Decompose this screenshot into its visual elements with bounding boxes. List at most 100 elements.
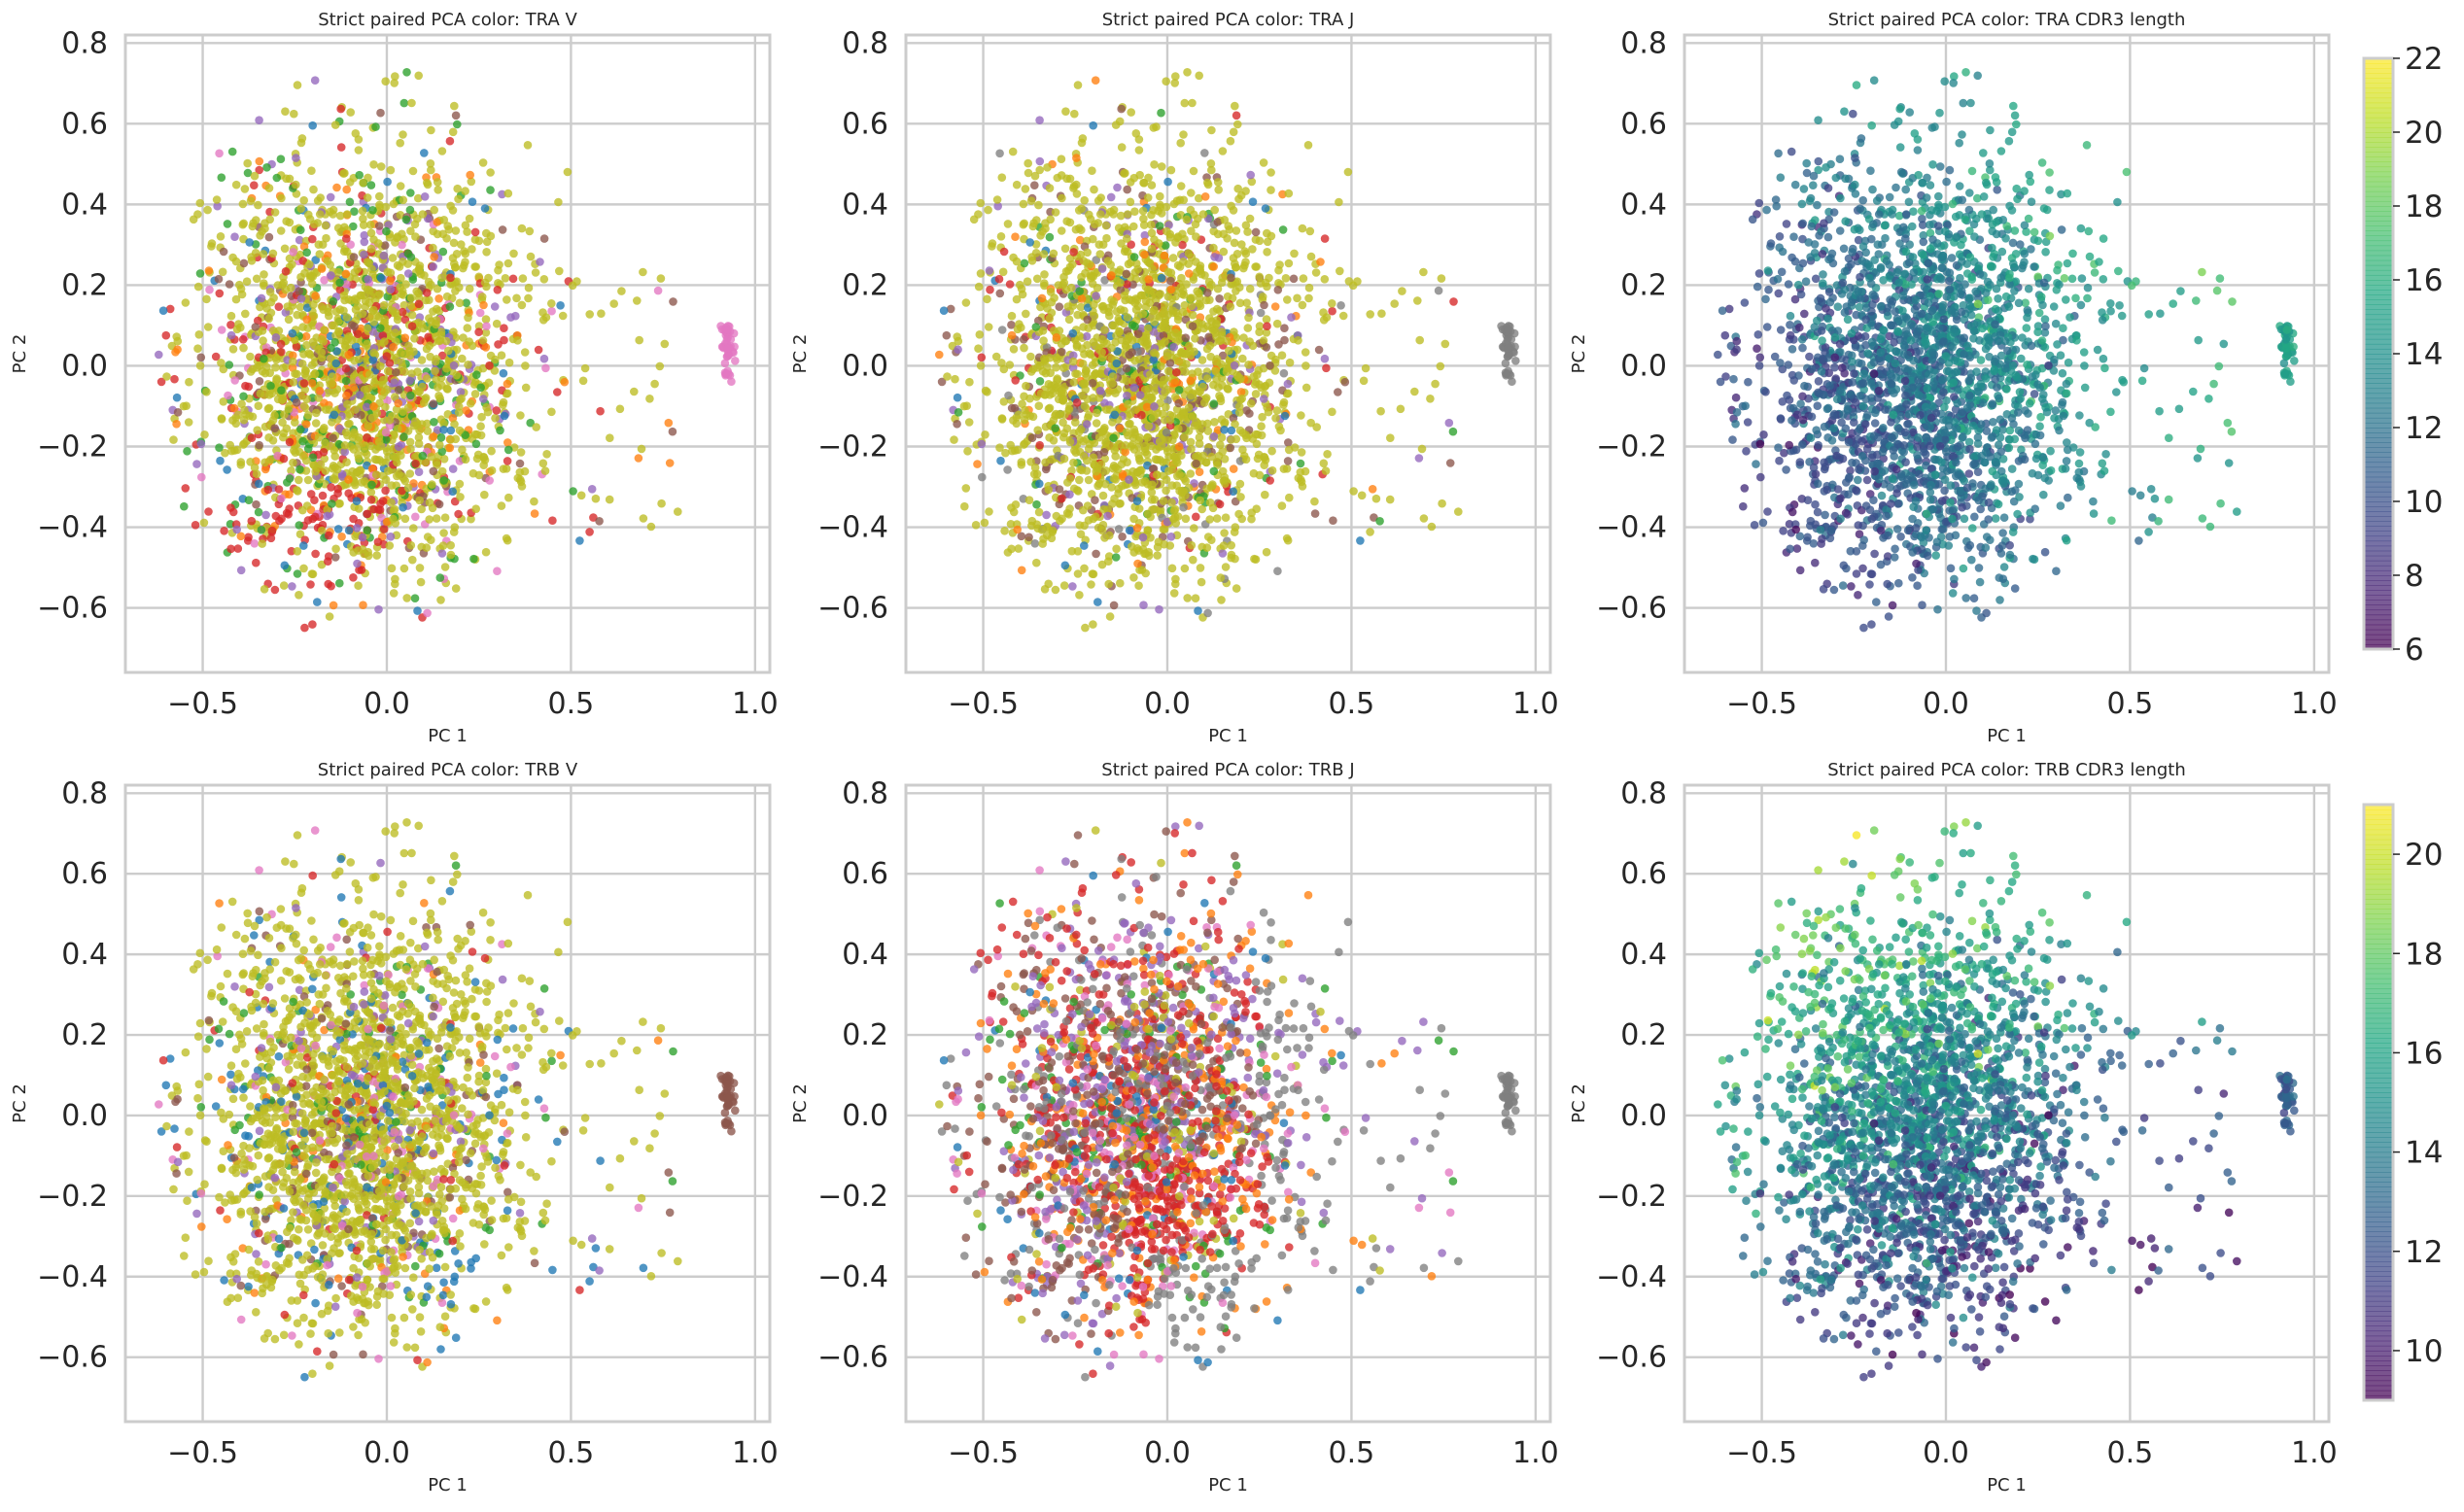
data-point	[1126, 197, 1135, 207]
data-point	[1213, 178, 1223, 187]
data-point	[1020, 343, 1028, 353]
data-point	[1233, 184, 1242, 193]
data-point	[408, 166, 418, 176]
data-point	[1073, 81, 1083, 89]
data-point	[443, 385, 452, 394]
data-point	[1277, 351, 1287, 361]
data-point	[407, 310, 417, 320]
data-point	[1209, 243, 1218, 253]
data-point	[513, 473, 523, 483]
data-point	[1172, 367, 1181, 377]
data-point	[276, 155, 286, 163]
data-point	[1064, 315, 1074, 325]
data-point	[1366, 310, 1374, 319]
data-point	[1285, 493, 1294, 502]
data-point	[180, 501, 189, 511]
data-point	[1132, 295, 1142, 304]
data-point	[299, 564, 308, 573]
data-point	[1143, 193, 1153, 202]
data-point	[1115, 499, 1124, 508]
data-point	[289, 357, 297, 366]
data-point	[173, 345, 182, 355]
data-point	[267, 526, 277, 535]
data-point	[400, 350, 409, 359]
data-point	[359, 178, 367, 188]
data-point	[302, 315, 312, 325]
data-point	[427, 125, 435, 135]
x-tick-label: 0.0	[364, 687, 410, 721]
data-point	[1371, 494, 1381, 503]
data-point	[1311, 268, 1321, 277]
data-point	[1165, 541, 1175, 550]
data-point	[1328, 299, 1336, 308]
data-point	[1866, 166, 1875, 175]
data-point	[525, 226, 535, 236]
data-point	[1805, 352, 1814, 361]
data-point	[1079, 452, 1089, 461]
data-point	[409, 524, 418, 533]
data-point	[1109, 210, 1118, 219]
data-point	[1891, 183, 1900, 192]
data-point	[454, 194, 463, 204]
data-point	[402, 594, 412, 602]
data-point	[1216, 573, 1226, 582]
data-point	[372, 551, 382, 560]
data-point	[977, 439, 987, 449]
data-point	[235, 280, 244, 290]
data-point	[320, 424, 329, 432]
data-point	[516, 411, 525, 420]
data-point	[1122, 376, 1131, 386]
data-point	[233, 410, 243, 420]
data-point	[356, 469, 364, 479]
data-point	[202, 388, 211, 396]
data-point	[351, 129, 361, 138]
data-point	[961, 298, 971, 307]
data-point	[219, 247, 228, 257]
data-point	[1162, 428, 1171, 437]
data-point	[1019, 335, 1028, 344]
data-point	[720, 359, 730, 368]
data-point	[248, 222, 258, 231]
data-point	[339, 306, 348, 316]
data-point	[328, 379, 336, 389]
data-point	[478, 158, 488, 167]
data-point	[1176, 182, 1186, 190]
data-point	[1127, 108, 1135, 117]
data-point	[1216, 440, 1225, 450]
data-point	[1188, 310, 1197, 320]
data-point	[354, 581, 363, 590]
data-point	[466, 170, 475, 180]
data-point	[253, 426, 262, 435]
data-point	[1180, 432, 1189, 442]
data-point	[1065, 437, 1075, 447]
data-point	[289, 458, 297, 467]
data-point	[277, 386, 286, 395]
data-point	[1970, 512, 1979, 522]
data-point	[364, 422, 373, 430]
data-point	[189, 215, 198, 224]
data-point	[996, 456, 1005, 465]
data-point	[1320, 275, 1330, 284]
data-point	[432, 375, 440, 384]
data-point	[1058, 386, 1066, 395]
data-point	[1069, 378, 1079, 387]
data-point	[352, 497, 362, 505]
data-point	[192, 460, 201, 468]
data-point	[1190, 524, 1198, 533]
data-point	[1111, 389, 1120, 397]
data-point	[314, 394, 324, 402]
data-point	[1427, 522, 1437, 532]
data-point	[333, 525, 343, 533]
data-point	[1261, 278, 1270, 288]
data-point	[1192, 232, 1200, 241]
y-tick-label: −0.4	[817, 511, 888, 545]
data-point	[1097, 348, 1106, 358]
data-point	[298, 436, 307, 446]
data-point	[289, 248, 297, 257]
data-point	[409, 421, 419, 430]
data-point	[387, 564, 397, 573]
data-point	[1049, 436, 1058, 445]
data-point	[352, 295, 362, 304]
data-point	[207, 239, 217, 248]
data-point	[1188, 322, 1197, 331]
